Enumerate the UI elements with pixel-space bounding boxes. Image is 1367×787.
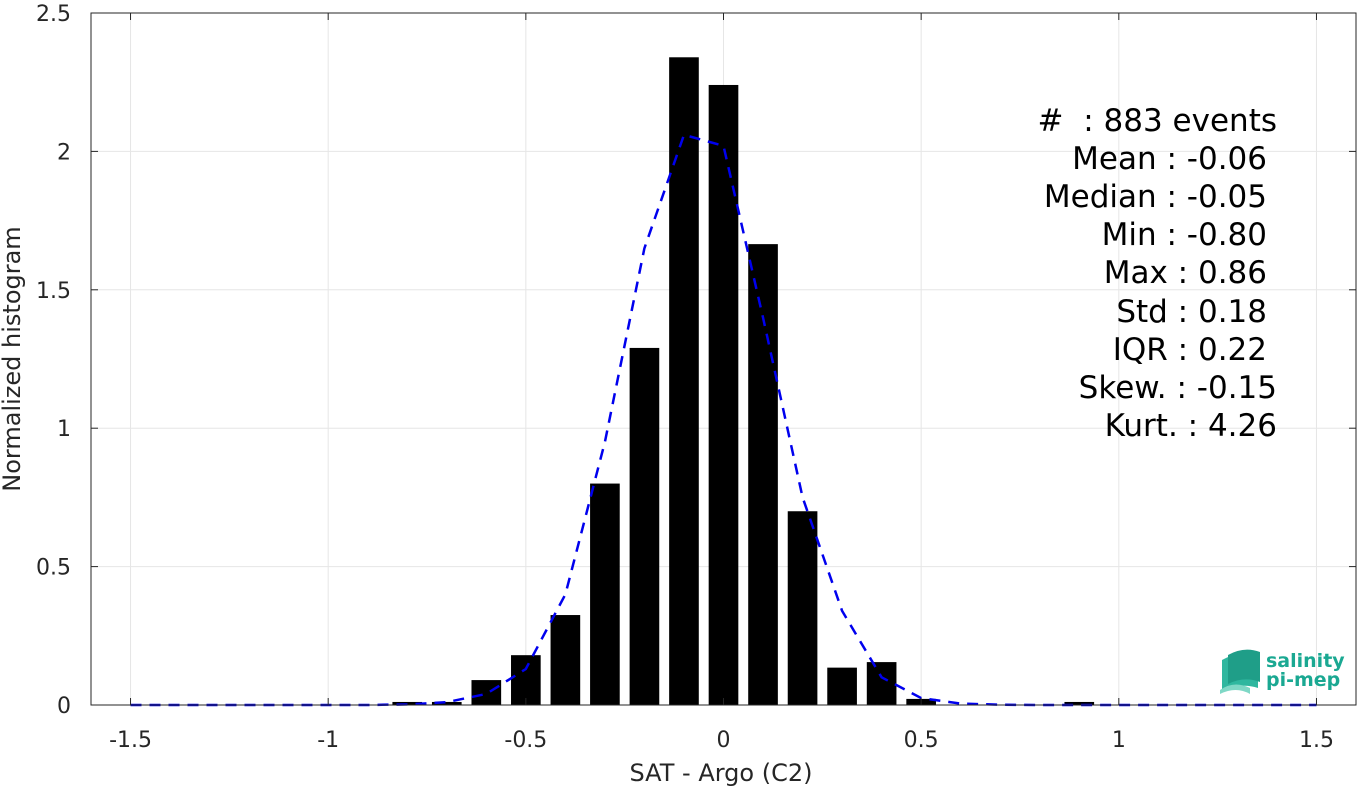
x-tick-label: -1 <box>317 728 339 753</box>
stat-iqr: IQR : 0.22 <box>1113 332 1267 368</box>
histogram-bar <box>471 680 502 705</box>
x-tick-label: 1 <box>1112 728 1126 753</box>
salinity-pimep-logo: salinity pi-mep <box>1220 649 1345 694</box>
x-tick-label: -0.5 <box>504 728 547 753</box>
stat-min: Min : -0.80 <box>1102 217 1267 253</box>
y-tick-label: 0 <box>57 694 71 719</box>
stat-skew: Skew. : -0.15 <box>1079 370 1277 406</box>
histogram-bar <box>1064 701 1095 705</box>
y-tick-label: 2.5 <box>36 2 71 27</box>
histogram-bar <box>748 244 778 706</box>
logo-wave-icon <box>1220 649 1260 694</box>
y-axis-ticks: 0 0.5 1 1.5 2 2.5 <box>36 2 1356 719</box>
x-axis-ticks: -1.5 -1 -0.5 0 0.5 1 1.5 <box>109 13 1334 753</box>
stat-max: Max : 0.86 <box>1104 255 1267 291</box>
histogram-bar <box>511 655 541 705</box>
x-tick-label: -1.5 <box>109 728 152 753</box>
histogram-bar <box>827 667 857 705</box>
histogram-bar <box>590 483 620 705</box>
logo-text-pimep: pi-mep <box>1266 669 1340 691</box>
stat-median: Median : -0.05 <box>1044 179 1267 215</box>
histogram-bar <box>708 84 739 705</box>
y-tick-label: 0.5 <box>36 556 71 581</box>
histogram-bar <box>550 615 581 705</box>
stat-kurt: Kurt. : 4.26 <box>1105 408 1277 444</box>
x-tick-label: 1.5 <box>1299 728 1334 753</box>
histogram-bar <box>629 347 660 705</box>
histogram-bar <box>866 662 897 705</box>
y-tick-label: 2 <box>57 140 71 165</box>
logo-text-salinity: salinity <box>1266 650 1345 672</box>
stat-count: # : 883 events <box>1038 103 1277 139</box>
histogram-bar <box>787 511 818 705</box>
x-axis-label: SAT - Argo (C2) <box>630 759 813 787</box>
y-tick-label: 1.5 <box>36 279 71 304</box>
y-axis-label: Normalized histogram <box>0 226 26 491</box>
stat-std: Std : 0.18 <box>1116 294 1267 330</box>
x-tick-label: 0 <box>717 728 731 753</box>
y-tick-label: 1 <box>57 417 71 442</box>
x-tick-label: 0.5 <box>904 728 939 753</box>
stats-panel: # : 883 events Mean : -0.06 Median : -0.… <box>1038 103 1277 444</box>
histogram-bar <box>669 57 699 705</box>
histogram-bar <box>431 701 462 705</box>
stat-mean: Mean : -0.06 <box>1072 141 1267 177</box>
